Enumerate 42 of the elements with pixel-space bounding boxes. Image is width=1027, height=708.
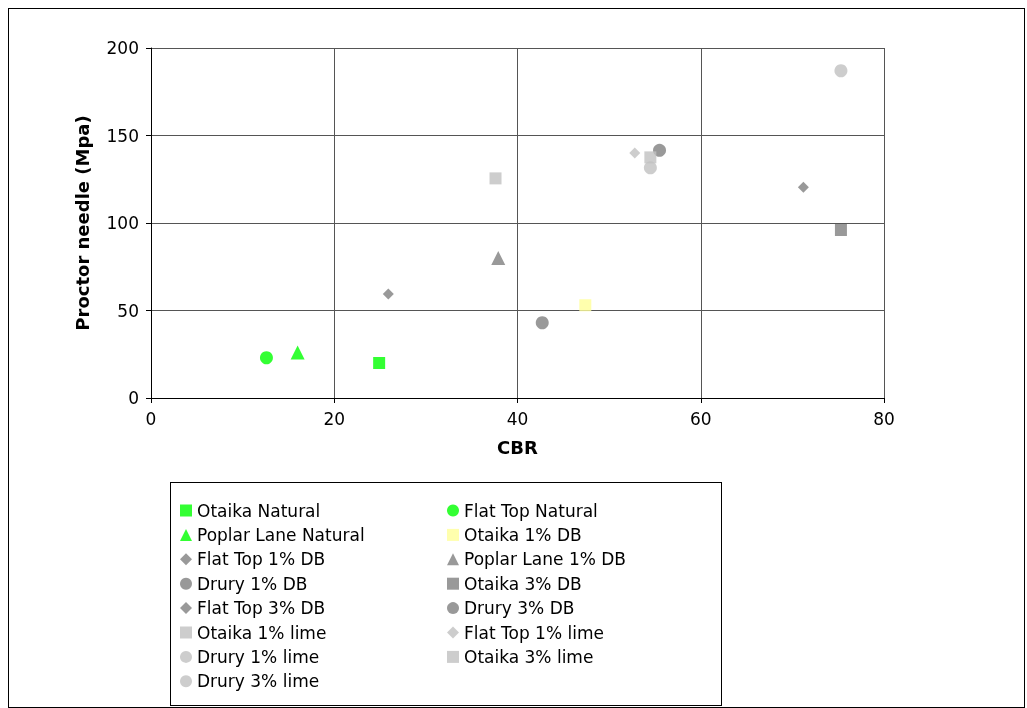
point <box>489 172 502 185</box>
point <box>834 224 847 236</box>
legend-label: Otaika 3% lime <box>464 646 594 667</box>
legend-label: Flat Top 3% DB <box>197 598 326 619</box>
point <box>629 147 641 159</box>
point <box>579 299 592 312</box>
y-tick-label: 0 <box>128 388 139 408</box>
legend-label: Poplar Lane Natural <box>197 524 365 545</box>
legend-label: Drury 3% lime <box>197 671 320 692</box>
legend-label: Flat Top 1% lime <box>464 622 604 643</box>
point <box>644 151 657 164</box>
legend-label: Otaika 1% DB <box>464 524 582 545</box>
legend-label: Drury 1% DB <box>197 573 308 594</box>
legend-label: Otaika 1% lime <box>197 622 327 643</box>
y-tick-label: 150 <box>106 125 139 146</box>
legend-label: Flat Top 1% DB <box>197 549 326 570</box>
point <box>290 345 305 360</box>
point <box>259 351 273 365</box>
point <box>373 357 386 369</box>
legend-label: Otaika 3% DB <box>464 573 582 594</box>
y-axis-title: Proctor needle (Mpa) <box>71 115 93 331</box>
x-tick-label: 60 <box>689 408 712 429</box>
point <box>643 161 657 175</box>
point <box>653 143 667 157</box>
x-tick-label: 20 <box>323 408 346 429</box>
x-axis-title: CBR <box>497 436 539 458</box>
point <box>535 316 549 330</box>
legend-label: Poplar Lane 1% DB <box>464 549 627 570</box>
point <box>382 288 394 300</box>
x-tick-label: 0 <box>145 408 157 429</box>
point <box>797 181 809 193</box>
point <box>491 251 506 265</box>
legend-label: Flat Top Natural <box>464 500 598 521</box>
legend-label: Drury 1% lime <box>197 646 320 667</box>
y-tick-label: 50 <box>117 300 139 321</box>
legend-label: Drury 3% DB <box>464 598 575 619</box>
point <box>834 64 848 78</box>
x-tick-label: 40 <box>506 408 529 429</box>
y-tick-label: 100 <box>106 213 139 233</box>
y-tick-label: 200 <box>106 38 139 58</box>
x-tick-label: 80 <box>873 408 895 429</box>
legend-label: Otaika Natural <box>197 500 321 521</box>
